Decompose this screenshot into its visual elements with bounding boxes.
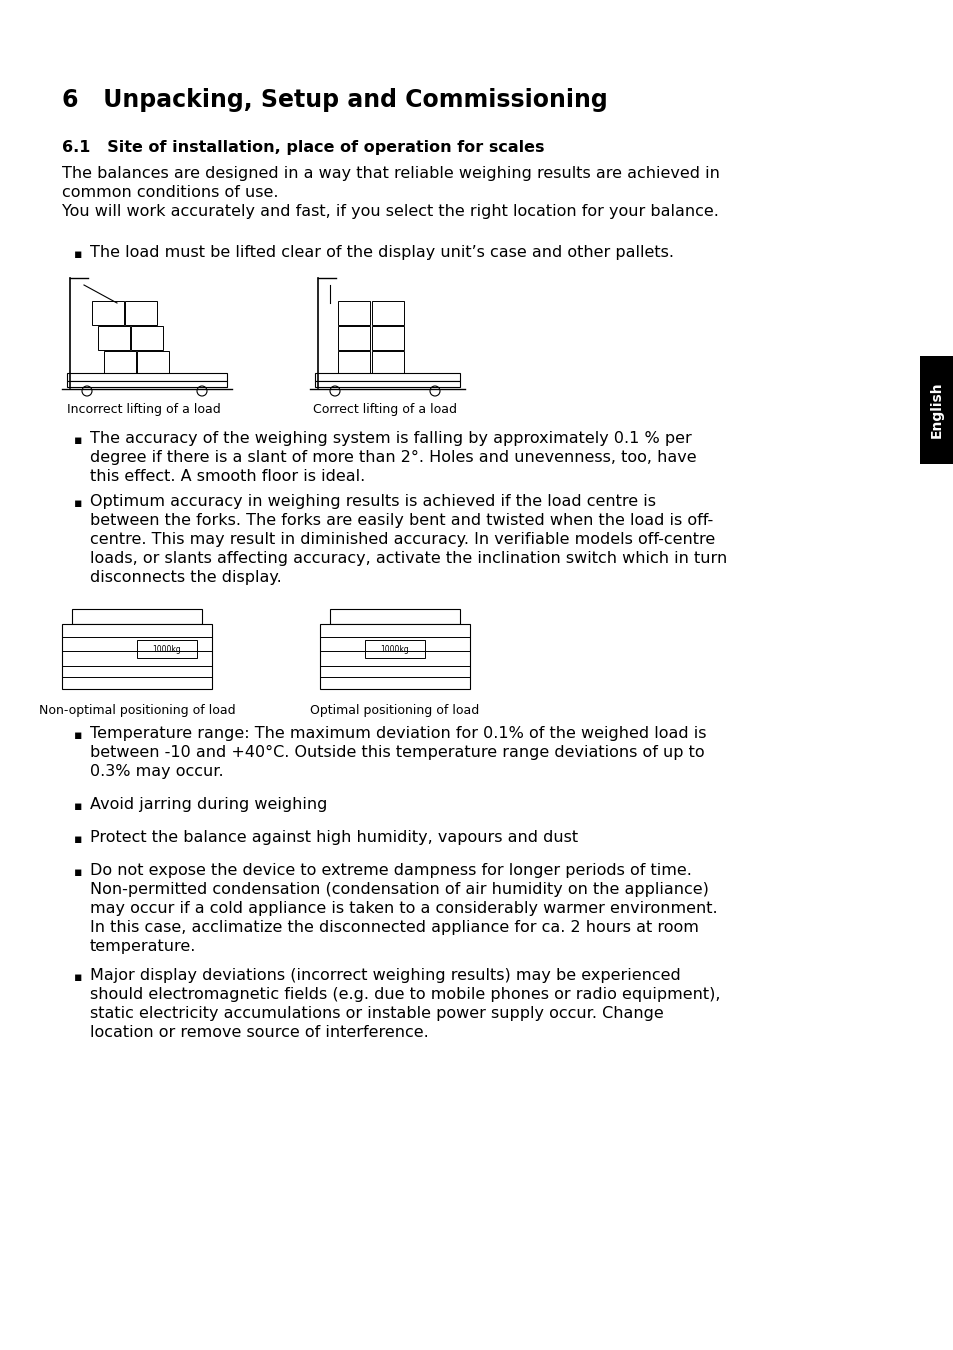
Text: disconnects the display.: disconnects the display.	[90, 570, 281, 585]
Bar	[125, 301, 157, 325]
Text: The accuracy of the weighing system is falling by approximately 0.1 % per: The accuracy of the weighing system is f…	[90, 431, 691, 446]
Text: Avoid jarring during weighing: Avoid jarring during weighing	[90, 796, 327, 811]
Text: Major display deviations (incorrect weighing results) may be experienced: Major display deviations (incorrect weig…	[90, 968, 680, 983]
Text: In this case, acclimatize the disconnected appliance for ca. 2 hours at room: In this case, acclimatize the disconnect…	[90, 919, 699, 936]
Bar	[98, 325, 130, 350]
Text: 6   Unpacking, Setup and Commissioning: 6 Unpacking, Setup and Commissioning	[62, 88, 607, 112]
Text: Protect the balance against high humidity, vapours and dust: Protect the balance against high humidit…	[90, 830, 578, 845]
Text: this effect. A smooth floor is ideal.: this effect. A smooth floor is ideal.	[90, 468, 365, 485]
Text: ▪: ▪	[74, 833, 82, 846]
Bar	[337, 301, 370, 325]
Text: ▪: ▪	[74, 865, 82, 879]
Text: between -10 and +40°C. Outside this temperature range deviations of up to: between -10 and +40°C. Outside this temp…	[90, 745, 704, 760]
Bar	[319, 624, 470, 688]
Bar	[372, 351, 403, 375]
Text: loads, or slants affecting accuracy, activate the inclination switch which in tu: loads, or slants affecting accuracy, act…	[90, 551, 726, 566]
Bar	[330, 609, 459, 624]
Bar	[372, 301, 403, 325]
Text: may occur if a cold appliance is taken to a considerably warmer environment.: may occur if a cold appliance is taken t…	[90, 900, 717, 917]
Text: centre. This may result in diminished accuracy. In verifiable models off-centre: centre. This may result in diminished ac…	[90, 532, 715, 547]
Bar	[137, 640, 196, 659]
Text: Do not expose the device to extreme dampness for longer periods of time.: Do not expose the device to extreme damp…	[90, 863, 691, 878]
Bar	[71, 609, 202, 624]
Bar	[314, 373, 459, 381]
Bar	[365, 640, 424, 659]
Text: ▪: ▪	[74, 729, 82, 742]
Text: ▪: ▪	[74, 801, 82, 813]
Text: ▪: ▪	[74, 248, 82, 261]
Bar	[104, 351, 136, 375]
Bar	[67, 381, 227, 387]
Bar	[91, 301, 124, 325]
Text: The balances are designed in a way that reliable weighing results are achieved i: The balances are designed in a way that …	[62, 166, 720, 181]
Bar	[131, 325, 163, 350]
Text: English: English	[929, 382, 943, 439]
Bar	[137, 351, 169, 375]
Text: 1000kg: 1000kg	[380, 645, 409, 653]
Text: should electromagnetic fields (e.g. due to mobile phones or radio equipment),: should electromagnetic fields (e.g. due …	[90, 987, 720, 1002]
Bar	[62, 624, 212, 688]
Text: 0.3% may occur.: 0.3% may occur.	[90, 764, 223, 779]
Text: Temperature range: The maximum deviation for 0.1% of the weighed load is: Temperature range: The maximum deviation…	[90, 726, 706, 741]
Bar	[919, 356, 953, 464]
Text: Correct lifting of a load: Correct lifting of a load	[313, 404, 456, 416]
Text: Optimum accuracy in weighing results is achieved if the load centre is: Optimum accuracy in weighing results is …	[90, 494, 656, 509]
Text: temperature.: temperature.	[90, 940, 196, 954]
Text: Non-permitted condensation (condensation of air humidity on the appliance): Non-permitted condensation (condensation…	[90, 882, 708, 896]
Text: 1000kg: 1000kg	[152, 645, 181, 653]
Text: ▪: ▪	[74, 433, 82, 447]
Text: 6.1   Site of installation, place of operation for scales: 6.1 Site of installation, place of opera…	[62, 140, 544, 155]
Bar	[337, 325, 370, 350]
Text: degree if there is a slant of more than 2°. Holes and unevenness, too, have: degree if there is a slant of more than …	[90, 450, 696, 464]
Text: Incorrect lifting of a load: Incorrect lifting of a load	[67, 404, 221, 416]
Text: Optimal positioning of load: Optimal positioning of load	[310, 703, 479, 717]
Text: The load must be lifted clear of the display unit’s case and other pallets.: The load must be lifted clear of the dis…	[90, 244, 673, 261]
Bar	[314, 381, 459, 387]
Bar	[67, 373, 227, 381]
Text: common conditions of use.: common conditions of use.	[62, 185, 278, 200]
Text: ▪: ▪	[74, 497, 82, 510]
Text: You will work accurately and fast, if you select the right location for your bal: You will work accurately and fast, if yo…	[62, 204, 719, 219]
Text: ▪: ▪	[74, 971, 82, 984]
Bar	[372, 325, 403, 350]
Text: Non-optimal positioning of load: Non-optimal positioning of load	[39, 703, 235, 717]
Bar	[337, 351, 370, 375]
Text: location or remove source of interference.: location or remove source of interferenc…	[90, 1025, 428, 1040]
Text: between the forks. The forks are easily bent and twisted when the load is off-: between the forks. The forks are easily …	[90, 513, 713, 528]
Text: static electricity accumulations or instable power supply occur. Change: static electricity accumulations or inst…	[90, 1006, 663, 1021]
